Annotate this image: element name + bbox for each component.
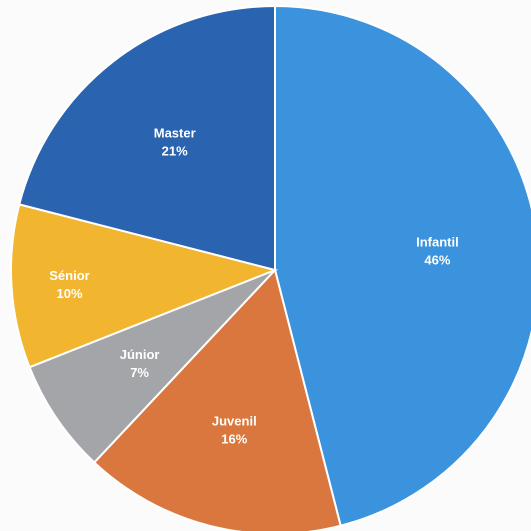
slice-percent-label: 16% <box>221 432 247 447</box>
pie-slice-infantil <box>274 4 531 527</box>
slice-percent-label: 10% <box>56 286 82 301</box>
slice-category-label: Sénior <box>49 268 89 283</box>
slice-category-label: Júnior <box>120 347 160 362</box>
slice-percent-label: 21% <box>162 144 188 159</box>
pie-slice-master <box>18 4 276 272</box>
slice-percent-label: 46% <box>424 253 450 268</box>
pie-slice-senior <box>10 203 279 369</box>
slice-category-label: Juvenil <box>212 414 257 429</box>
slice-labels: Infantil 46% Juvenil 16% Júnior 7% Sénior 10% Ma… <box>49 126 458 447</box>
slice-category-label: Infantil <box>416 235 459 250</box>
pie-slices <box>10 4 531 531</box>
slice-percent-label: 7% <box>130 365 149 380</box>
pie-slice-junior <box>28 269 276 464</box>
slice-category-label: Master <box>154 126 196 141</box>
pie-slice-juvenil <box>92 267 342 531</box>
